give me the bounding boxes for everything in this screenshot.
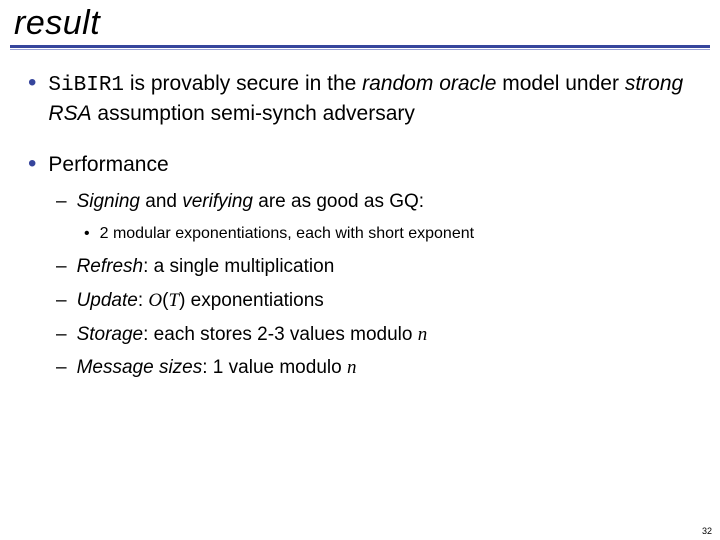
slide-body: • SiBIR1 is provably secure in the rando…: [0, 50, 720, 381]
text-emph: Message sizes: [77, 357, 203, 378]
dash-icon: –: [56, 254, 67, 280]
bullet-text: SiBIR1 is provably secure in the random …: [48, 70, 692, 129]
title-rule-thick: [10, 45, 710, 48]
slide-title: result: [0, 0, 720, 45]
bullet-text: Signing and verifying are as good as GQ:: [77, 189, 425, 215]
scheme-name: SiBIR1: [48, 74, 124, 97]
text-fragment: are as good as GQ:: [253, 191, 424, 212]
page-number: 32: [702, 526, 712, 536]
dash-icon: –: [56, 288, 67, 314]
bullet-dot-icon: •: [84, 223, 90, 245]
bullet-2-signing: – Signing and verifying are as good as G…: [56, 189, 692, 215]
text-emph: Storage: [77, 324, 144, 345]
text-emph: Refresh: [77, 256, 144, 277]
text-fragment: and: [140, 191, 182, 212]
text-fragment: :: [138, 290, 149, 311]
bullet-2-message-sizes: – Message sizes: 1 value modulo n: [56, 355, 692, 381]
bullet-text: Update: O(T) exponentiations: [77, 288, 324, 314]
text-fragment: model under: [496, 72, 624, 95]
slide: result • SiBIR1 is provably secure in th…: [0, 0, 720, 540]
text-emph: Signing: [77, 191, 140, 212]
bullet-3-exponentiations: • 2 modular exponentiations, each with s…: [84, 223, 692, 245]
text-fragment: assumption semi-synch adversary: [92, 102, 415, 125]
text-fragment: is provably secure in the: [124, 72, 362, 95]
bullet-2-update: – Update: O(T) exponentiations: [56, 288, 692, 314]
dash-icon: –: [56, 355, 67, 381]
bullet-1-sibir: • SiBIR1 is provably secure in the rando…: [28, 70, 692, 129]
bullet-dot-icon: •: [28, 151, 36, 177]
bullet-text: Refresh: a single multiplication: [77, 254, 335, 280]
text-emph: Update: [77, 290, 138, 311]
dash-icon: –: [56, 189, 67, 215]
bullet-text: Performance: [48, 151, 692, 179]
text-fragment: : a single multiplication: [143, 256, 334, 277]
text-fragment: : 1 value modulo: [202, 357, 347, 378]
math-var: n: [347, 357, 357, 378]
text-fragment: : each stores 2-3 values modulo: [143, 324, 418, 345]
dash-icon: –: [56, 322, 67, 348]
text-emph: verifying: [182, 191, 253, 212]
bullet-text: 2 modular exponentiations, each with sho…: [100, 223, 474, 245]
bullet-2-refresh: – Refresh: a single multiplication: [56, 254, 692, 280]
bullet-dot-icon: •: [28, 70, 36, 96]
text-emph: random oracle: [362, 72, 496, 95]
bullet-2-storage: – Storage: each stores 2-3 values modulo…: [56, 322, 692, 348]
bullet-text: Message sizes: 1 value modulo n: [77, 355, 357, 381]
bullet-text: Storage: each stores 2-3 values modulo n: [77, 322, 428, 348]
bullet-1-performance: • Performance: [28, 151, 692, 179]
math-var: n: [418, 324, 428, 345]
math-var: T: [168, 290, 179, 311]
text-fragment: ) exponentiations: [179, 290, 324, 311]
math-symbol: O: [148, 290, 162, 311]
